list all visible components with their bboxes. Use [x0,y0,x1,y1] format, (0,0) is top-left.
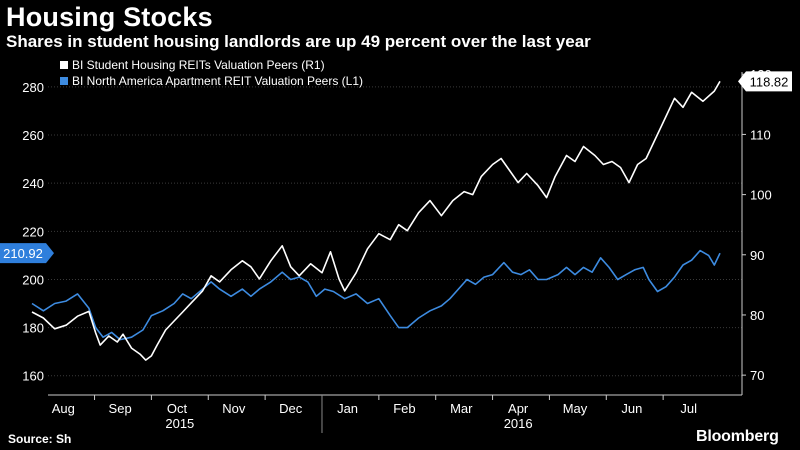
last-value-tag-right [738,71,792,92]
last-value-tag-left [0,243,54,264]
y-left-tick-label: 220 [22,224,44,239]
x-tick-label: Dec [279,401,303,416]
y-left-tick-label: 260 [22,128,44,143]
x-tick-label: Aug [52,401,75,416]
x-tick-label: Jan [337,401,358,416]
y-left-tick-label: 240 [22,176,44,191]
x-tick-label: Nov [222,401,246,416]
y-right-tick-label: 80 [750,308,764,323]
y-left-tick-label: 180 [22,321,44,336]
x-tick-label: Sep [109,401,132,416]
y-right-tick-label: 100 [750,188,772,203]
source-note: Source: Sh [8,432,72,446]
series-line-student-housing [31,80,721,361]
x-tick-label: Oct [167,401,188,416]
chart-subtitle: Shares in student housing landlords are … [6,32,591,51]
chart-title: Housing Stocks [6,2,213,32]
axis-layer: 160180200220240260280708090100110120AugS… [0,67,792,433]
x-year-label: 2016 [504,416,533,431]
legend-swatch-apartment-reit [60,77,68,85]
y-left-tick-label: 200 [22,272,44,287]
x-tick-label: Mar [450,401,473,416]
series-layer [31,80,721,361]
x-tick-label: Jul [680,401,697,416]
x-tick-label: May [563,401,588,416]
y-left-tick-label: 280 [22,80,44,95]
series-line-apartment-reit [31,249,721,341]
x-tick-label: Jun [621,401,642,416]
legend-label-apartment-reit: BI North America Apartment REIT Valuatio… [72,74,363,88]
last-value-label-right: 118.82 [750,74,789,89]
y-right-tick-label: 110 [750,127,771,142]
bloomberg-logo: Bloomberg [696,428,779,445]
legend-label-student-housing: BI Student Housing REITs Valuation Peers… [72,58,325,72]
y-right-tick-label: 90 [750,248,764,263]
y-right-tick-label: 70 [750,368,764,383]
x-year-label: 2015 [165,416,194,431]
x-tick-label: Feb [393,401,415,416]
legend: BI Student Housing REITs Valuation Peers… [60,58,363,88]
x-tick-label: Apr [508,401,529,416]
last-value-label-left: 210.92 [3,246,43,261]
legend-swatch-student-housing [60,61,68,69]
y-left-tick-label: 160 [22,369,44,384]
